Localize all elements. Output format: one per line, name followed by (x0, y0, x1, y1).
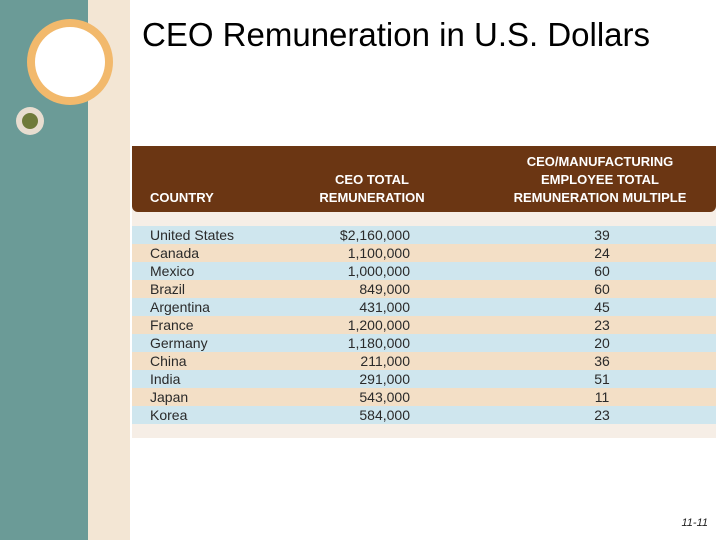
cell-remuneration: $2,160,000 (339, 227, 410, 243)
cell-country: United States (150, 227, 235, 243)
cell-multiple: 23 (594, 317, 610, 333)
table-row: France 1,200,000 23 (132, 316, 716, 334)
table-row: Argentina 431,000 45 (132, 298, 716, 316)
slide-title: CEO Remuneration in U.S. Dollars (142, 16, 651, 53)
cell-remuneration: 431,000 (359, 299, 410, 315)
table-row: Mexico 1,000,000 60 (132, 262, 716, 280)
cell-country: Canada (150, 245, 200, 261)
cell-multiple: 51 (594, 371, 610, 387)
cell-country: Mexico (150, 263, 195, 279)
table-row: Brazil 849,000 60 (132, 280, 716, 298)
table-row: India 291,000 51 (132, 370, 716, 388)
column-header-multiple: CEO/MANUFACTURING EMPLOYEE TOTAL REMUNER… (513, 154, 687, 205)
decorative-ring-small (16, 107, 44, 135)
cell-remuneration: 1,200,000 (347, 317, 410, 333)
cell-country: Germany (150, 335, 208, 351)
cell-remuneration: 291,000 (359, 371, 410, 387)
cell-multiple: 60 (594, 281, 610, 297)
cell-multiple: 36 (594, 353, 610, 369)
table-body: United States $2,160,000 39 Canada 1,100… (132, 226, 716, 424)
cell-remuneration: 1,000,000 (347, 263, 410, 279)
cell-remuneration: 543,000 (359, 389, 410, 405)
table-row: United States $2,160,000 39 (132, 226, 716, 244)
cell-multiple: 20 (594, 335, 610, 351)
cell-multiple: 23 (594, 407, 610, 423)
table-row: Japan 543,000 11 (132, 388, 716, 406)
column-header-country: COUNTRY (150, 190, 214, 205)
cell-multiple: 45 (594, 299, 610, 315)
table-row: China 211,000 36 (132, 352, 716, 370)
cell-country: Brazil (150, 281, 186, 297)
column-header-remuneration: CEO TOTAL REMUNERATION (319, 172, 425, 205)
table-row: Korea 584,000 23 (132, 406, 716, 424)
cell-country: France (150, 317, 194, 333)
slide-number: 11-11 (681, 517, 708, 529)
cell-country: Argentina (150, 299, 210, 315)
cell-remuneration: 849,000 (359, 281, 410, 297)
cell-remuneration: 584,000 (359, 407, 410, 423)
cell-country: Korea (150, 407, 188, 423)
cell-country: China (150, 353, 187, 369)
cell-country: Japan (150, 389, 189, 405)
remuneration-table: COUNTRY CEO TOTAL REMUNERATION CEO/MANUF… (132, 146, 716, 438)
cell-multiple: 39 (594, 227, 610, 243)
cell-remuneration: 1,180,000 (347, 335, 410, 351)
table-header: COUNTRY CEO TOTAL REMUNERATION CEO/MANUF… (132, 146, 716, 212)
table-row: Germany 1,180,000 20 (132, 334, 716, 352)
cell-multiple: 60 (594, 263, 610, 279)
decorative-ring-large (27, 19, 113, 105)
cell-multiple: 11 (594, 389, 610, 405)
cell-remuneration: 1,100,000 (347, 245, 410, 261)
cell-country: India (150, 371, 181, 387)
cell-multiple: 24 (594, 245, 610, 261)
table-row: Canada 1,100,000 24 (132, 244, 716, 262)
cell-remuneration: 211,000 (360, 353, 410, 369)
